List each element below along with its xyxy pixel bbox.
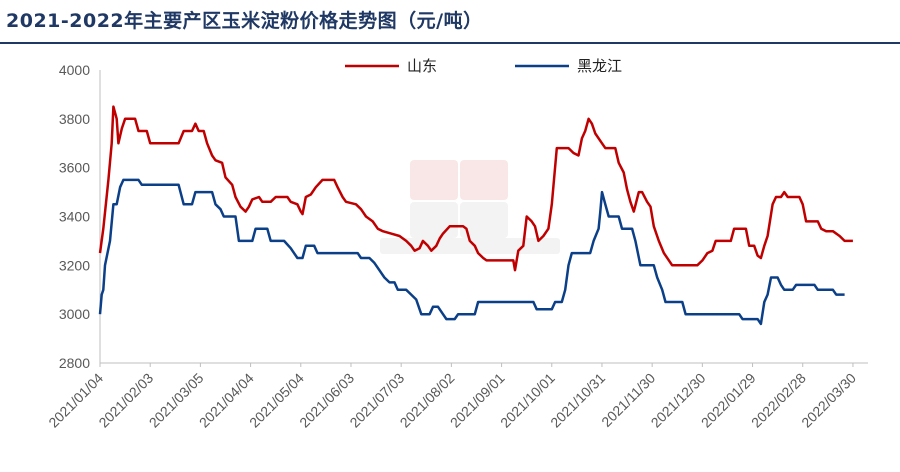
title-underline	[0, 42, 900, 44]
y-tick-label: 3800	[59, 111, 90, 127]
y-tick-label: 2800	[59, 355, 90, 371]
series-line-1	[98, 105, 853, 272]
x-tick-label: 2021/10/31	[547, 370, 608, 431]
chart-title: 2021-2022年主要产区玉米淀粉价格走势图（元/吨）	[6, 10, 483, 32]
legend: 山东 黑龙江	[345, 57, 622, 75]
y-tick-label: 3200	[59, 257, 90, 273]
y-tick-label: 3600	[59, 160, 90, 176]
watermark-logo	[380, 160, 560, 254]
y-tick-label: 4000	[59, 62, 90, 78]
series-lines	[98, 105, 853, 326]
x-axis-ticks: 2021/01/042021/02/032021/03/052021/04/04…	[45, 363, 859, 431]
x-tick-label: 2022/03/30	[798, 370, 859, 431]
y-axis-ticks: 2800 3000 3200 3400 3600 3800 4000	[59, 62, 90, 371]
series-line-2	[98, 178, 845, 326]
y-tick-label: 3400	[59, 209, 90, 225]
y-tick-label: 3000	[59, 306, 90, 322]
legend-label-1: 山东	[407, 57, 437, 75]
legend-label-2: 黑龙江	[577, 57, 622, 75]
